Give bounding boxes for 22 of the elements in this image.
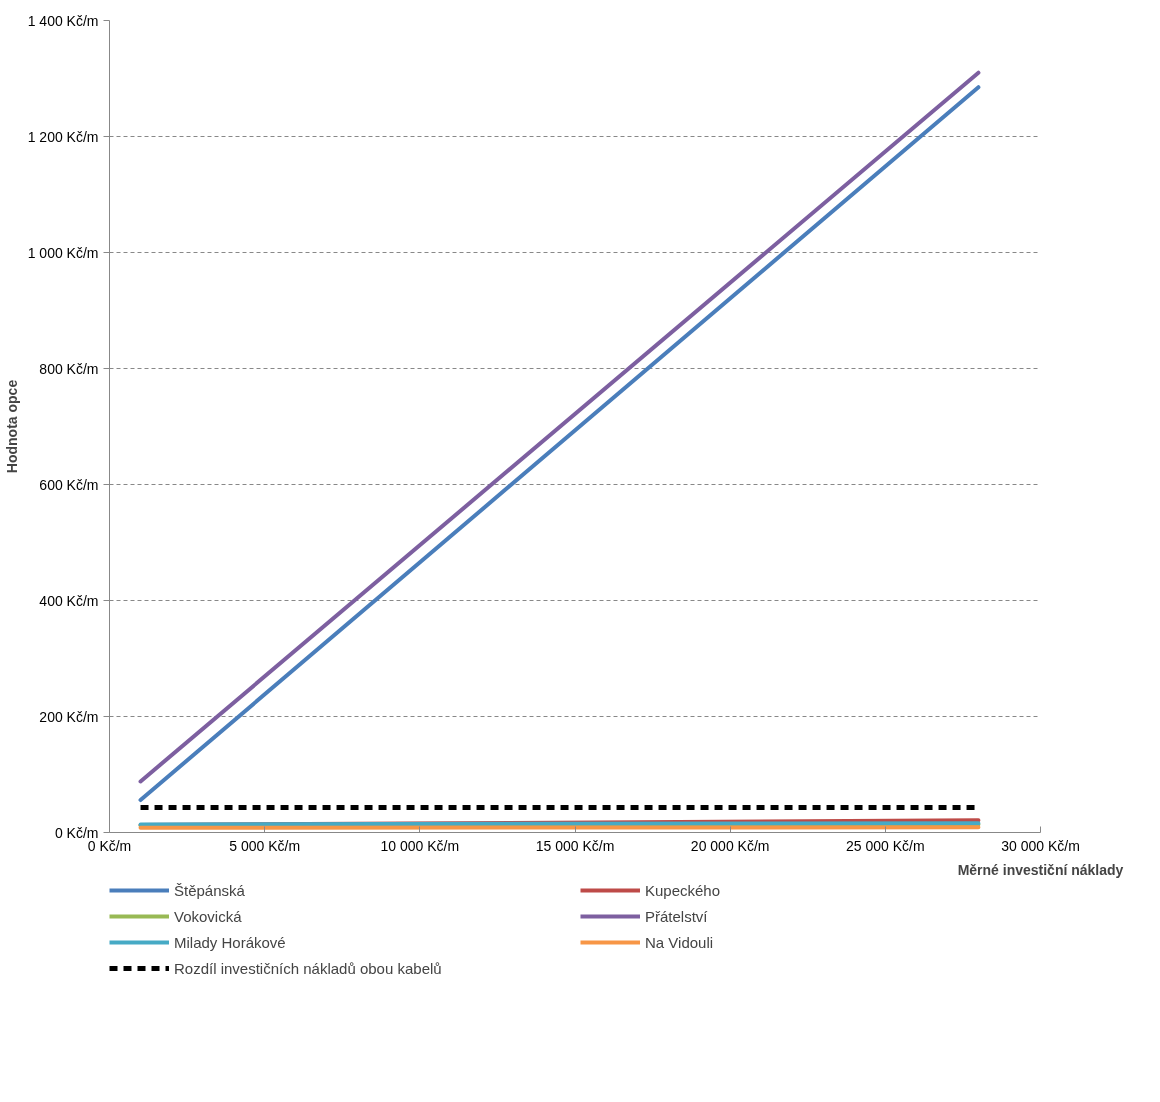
- x-tick-label: 30 000 Kč/m: [1001, 837, 1080, 854]
- y-tick-label: 600 Kč/m: [39, 476, 99, 493]
- y-tick-label: 1 400 Kč/m: [27, 12, 99, 29]
- x-tick-label: 10 000 Kč/m: [380, 837, 460, 854]
- y-tick-label: 1 000 Kč/m: [27, 244, 99, 261]
- legend-label: Vokovická: [174, 907, 243, 925]
- x-tick-label: 5 000 Kč/m: [229, 837, 301, 854]
- y-tick-label: 800 Kč/m: [39, 360, 99, 377]
- y-axis-title: Hodnota opce: [3, 379, 20, 474]
- legend-label: Štěpánská: [174, 881, 246, 899]
- x-tick-label: 25 000 Kč/m: [846, 837, 925, 854]
- y-tick-label: 400 Kč/m: [39, 592, 99, 609]
- legend-label: Přátelství: [645, 907, 709, 925]
- y-tick-label: 1 200 Kč/m: [27, 128, 99, 145]
- y-tick-label: 200 Kč/m: [39, 708, 99, 725]
- legend-label: Rozdíl investičních nákladů obou kabelů: [174, 959, 443, 977]
- legend-label: Na Vidouli: [645, 933, 715, 951]
- x-axis-title: Měrné investiční náklady: [957, 861, 1124, 878]
- legend-label: Milady Horákové: [174, 933, 287, 951]
- x-tick-label: 15 000 Kč/m: [535, 837, 615, 854]
- legend-label: Kupeckého: [645, 881, 722, 899]
- x-tick-label: 20 000 Kč/m: [690, 837, 770, 854]
